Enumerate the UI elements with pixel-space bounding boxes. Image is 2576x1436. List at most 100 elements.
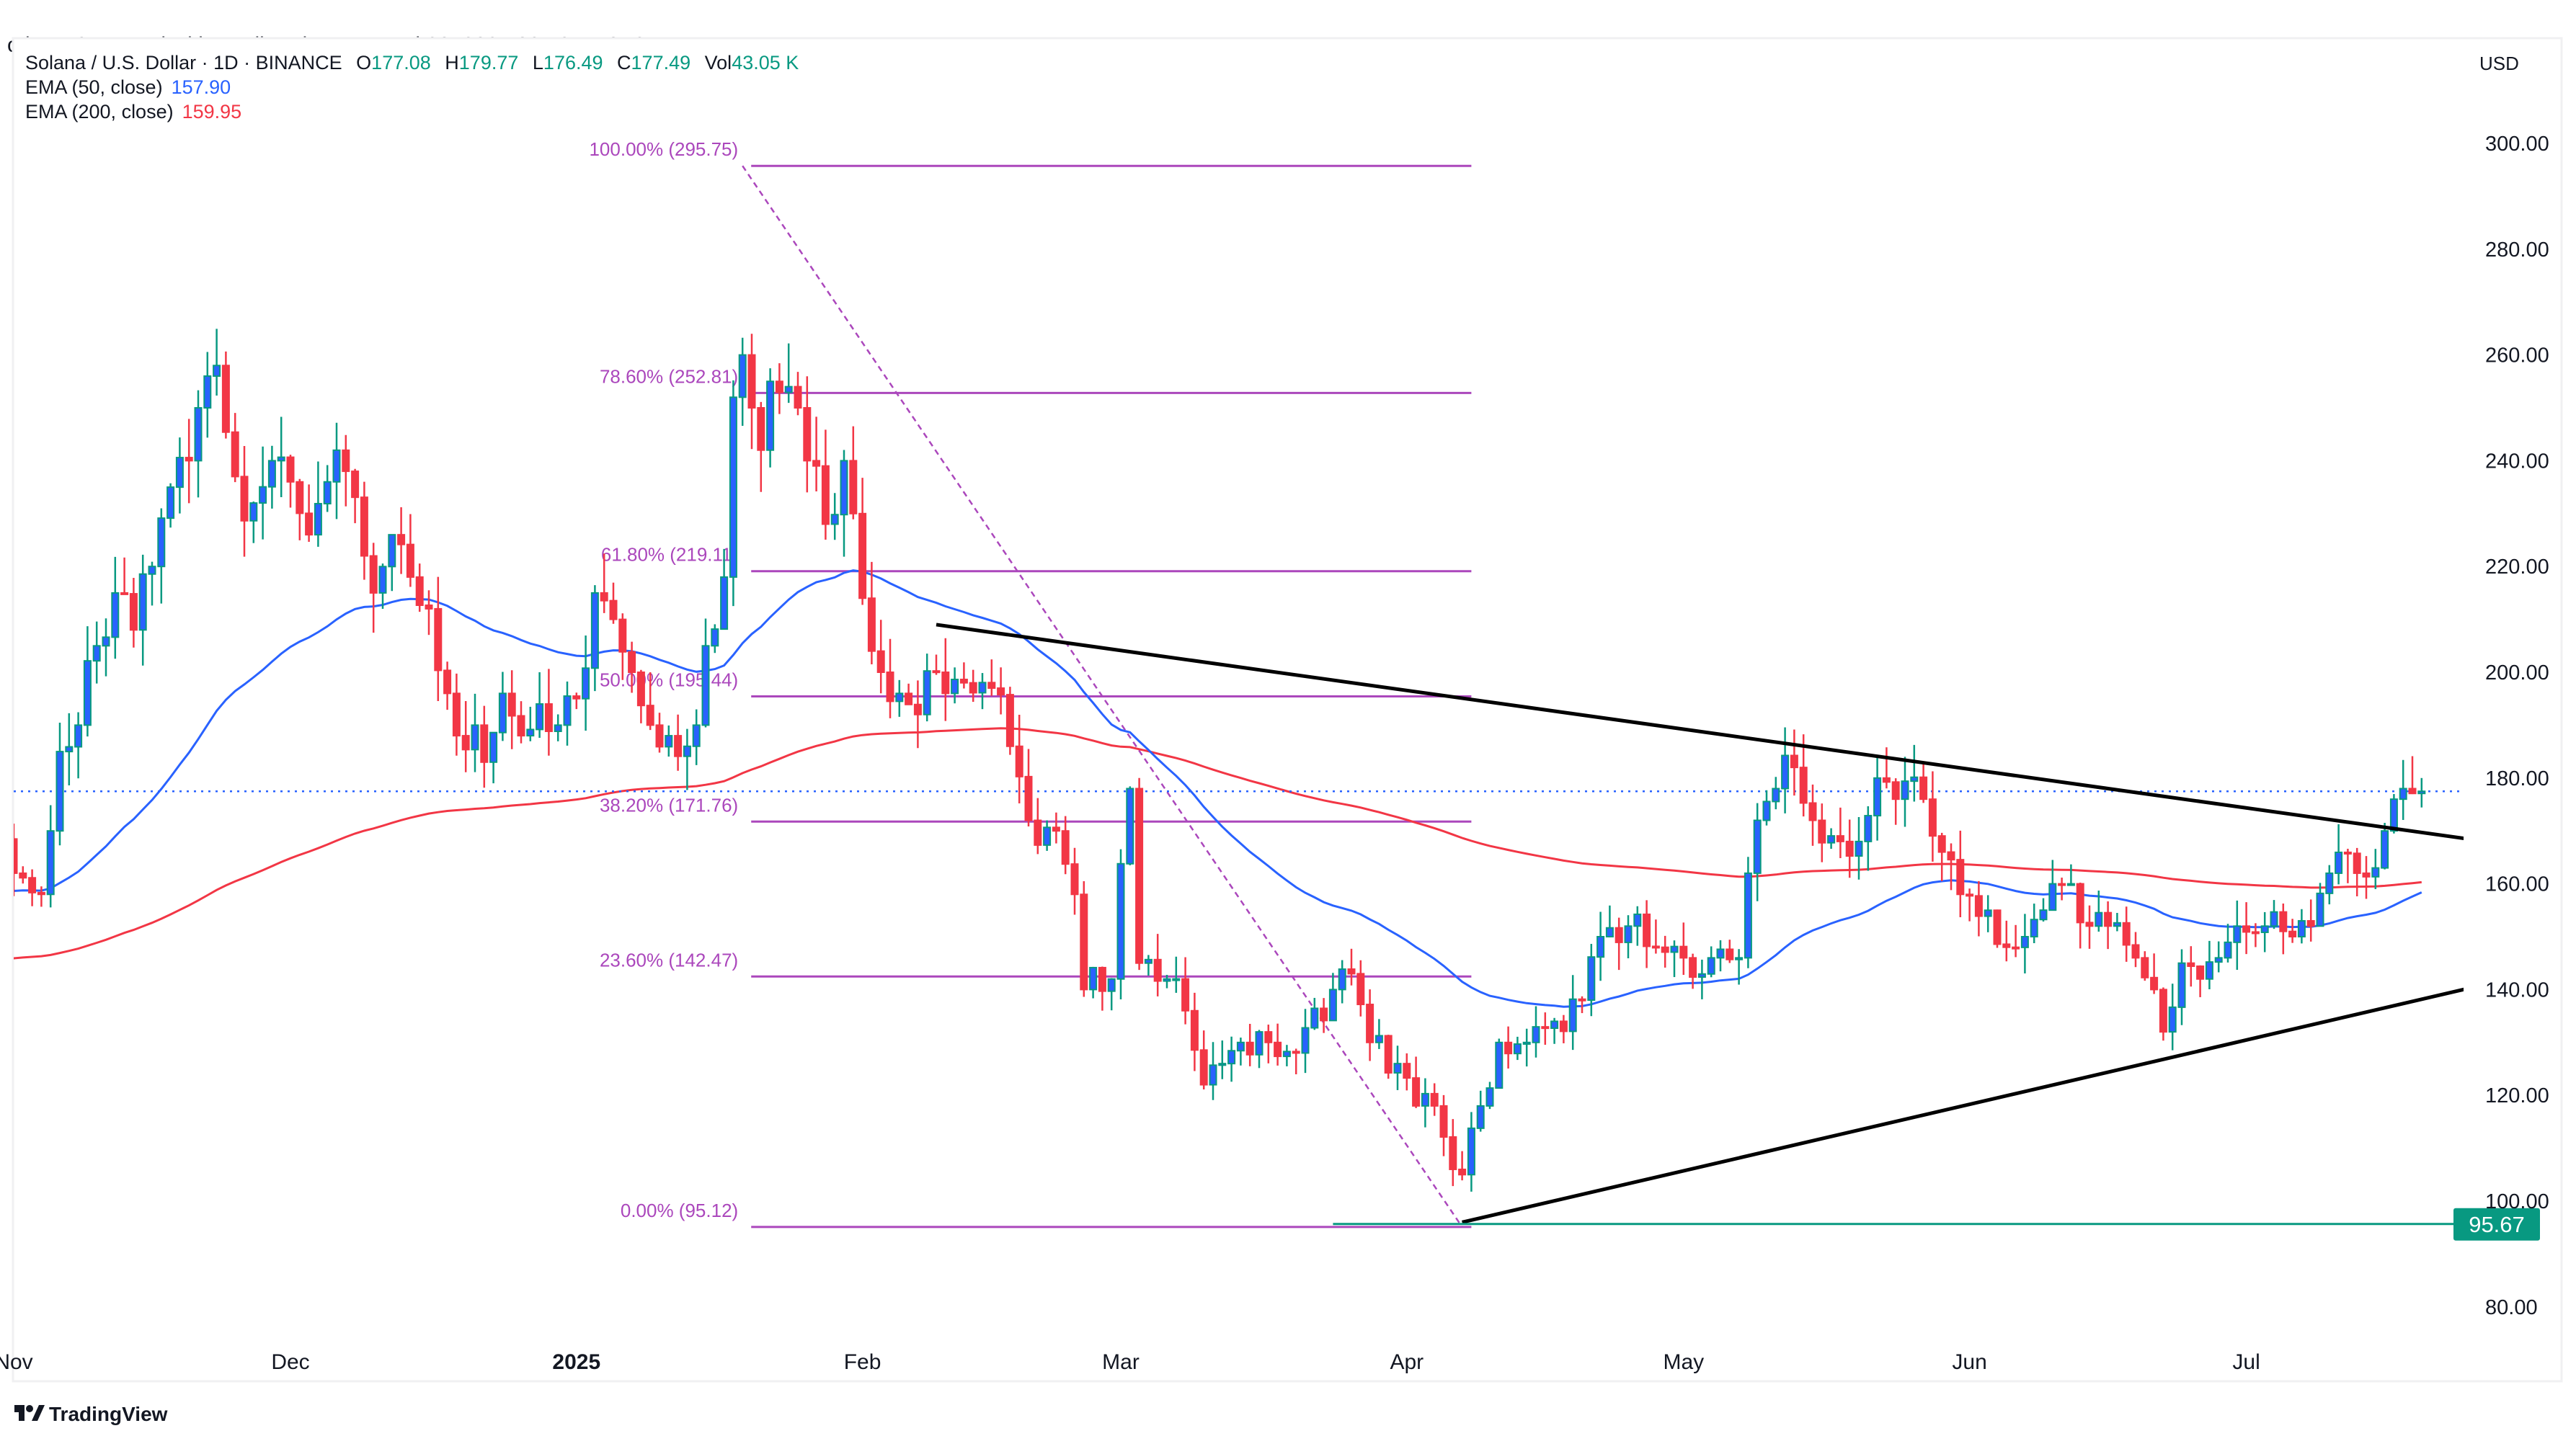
candle-body (1504, 1041, 1513, 1055)
candle (2104, 901, 2113, 950)
candle-body (1762, 800, 1771, 821)
currency-label[interactable]: USD (2479, 53, 2519, 74)
candle (2177, 949, 2186, 1025)
candle (1651, 919, 1660, 954)
candle-body (489, 731, 498, 763)
candle-body (1421, 1092, 1429, 1107)
candle-body (711, 628, 719, 647)
candle-body (1716, 948, 1725, 959)
candle (213, 329, 221, 396)
candle-body (1956, 859, 1965, 896)
candle (987, 659, 996, 696)
candle-body (2343, 851, 2352, 855)
candle (1034, 798, 1042, 855)
ema200-value: 159.95 (182, 101, 242, 122)
candle (2187, 946, 2195, 987)
candle (1347, 948, 1356, 986)
candle (240, 445, 249, 557)
candle (1633, 906, 1642, 946)
candle (1919, 762, 1928, 803)
candle-body (1753, 819, 1762, 874)
candle-body (1495, 1041, 1504, 1089)
candle-body (434, 607, 443, 672)
candle-body (536, 703, 544, 731)
fib-trend-line (742, 165, 1463, 1228)
candle-body (1827, 835, 1836, 844)
candle (2343, 848, 2352, 883)
candle (1274, 1023, 1282, 1066)
time-axis[interactable]: Nov Dec 2025 Feb Mar Apr May Jun Jul (0, 1350, 2260, 1374)
candle (1882, 747, 1891, 789)
candle (1587, 944, 1596, 1017)
candle (2020, 914, 2029, 974)
candle (1052, 812, 1060, 844)
candle-body (286, 456, 295, 483)
candle (905, 683, 913, 705)
candle (582, 636, 590, 731)
candle-body (1412, 1077, 1421, 1107)
candle (1374, 1019, 1383, 1049)
candle-body (1596, 936, 1605, 958)
price-tick-label: 180.00 (2485, 767, 2549, 790)
candle-body (2104, 911, 2113, 927)
candle (1855, 816, 1863, 880)
candle (747, 334, 756, 450)
candle-body (1855, 840, 1863, 857)
candle (323, 465, 332, 512)
candle (692, 709, 701, 765)
candle-body (1458, 1168, 1467, 1176)
candle (1236, 1038, 1245, 1066)
candle (1301, 1009, 1310, 1074)
price-axis[interactable]: 300.00 280.00 260.00 240.00 220.00 200.00 180.… (2485, 133, 2549, 1319)
candle-body (111, 592, 120, 638)
tradingview-logo[interactable]: TradingView (14, 1403, 168, 1425)
candle (1449, 1119, 1457, 1187)
candle-body (895, 692, 904, 703)
legend-ema200[interactable]: EMA (200, close) 159.95 (25, 101, 241, 122)
candle (452, 673, 461, 756)
price-tick-label: 260.00 (2485, 344, 2549, 367)
candle-body (259, 486, 267, 504)
candle-body (1550, 1020, 1559, 1030)
price-tick-label: 300.00 (2485, 133, 2549, 156)
candle (2270, 900, 2278, 929)
candle (997, 667, 1005, 715)
candle-body (92, 645, 101, 662)
candle (2076, 882, 2084, 949)
candle-body (2325, 872, 2334, 894)
candle-body (360, 496, 368, 557)
candle (969, 669, 977, 703)
candle (1439, 1094, 1448, 1156)
candle-body (905, 692, 913, 705)
candle (628, 641, 636, 693)
candle-body (2066, 883, 2075, 886)
candle (1928, 771, 1937, 862)
candle-body (129, 593, 138, 631)
candle (148, 561, 156, 606)
candle-body (590, 592, 599, 669)
candle (92, 621, 101, 684)
candle (1532, 1006, 1540, 1058)
candle-body (2020, 936, 2029, 948)
candle-body (1320, 1007, 1328, 1022)
candle-body (185, 457, 193, 462)
candle (1504, 1026, 1513, 1069)
fib-level-label: 78.60% (252.81) (600, 365, 738, 387)
candle-body (2030, 919, 2038, 937)
candle (2408, 756, 2417, 795)
candle (1661, 935, 1669, 968)
candle-body (37, 891, 45, 896)
candle-body (1135, 788, 1144, 964)
candle (2012, 924, 2020, 958)
candle-body (1661, 946, 1669, 953)
legend-ema50[interactable]: EMA (50, close) 157.90 (25, 76, 231, 98)
candle-body (1578, 998, 1586, 1002)
candle-body (2058, 883, 2066, 886)
candle-body (480, 724, 489, 763)
candle-body (2399, 788, 2407, 800)
candle-body (1089, 966, 1098, 991)
candle (1808, 784, 1817, 846)
candle (1209, 1042, 1217, 1100)
candle-body (221, 365, 230, 433)
